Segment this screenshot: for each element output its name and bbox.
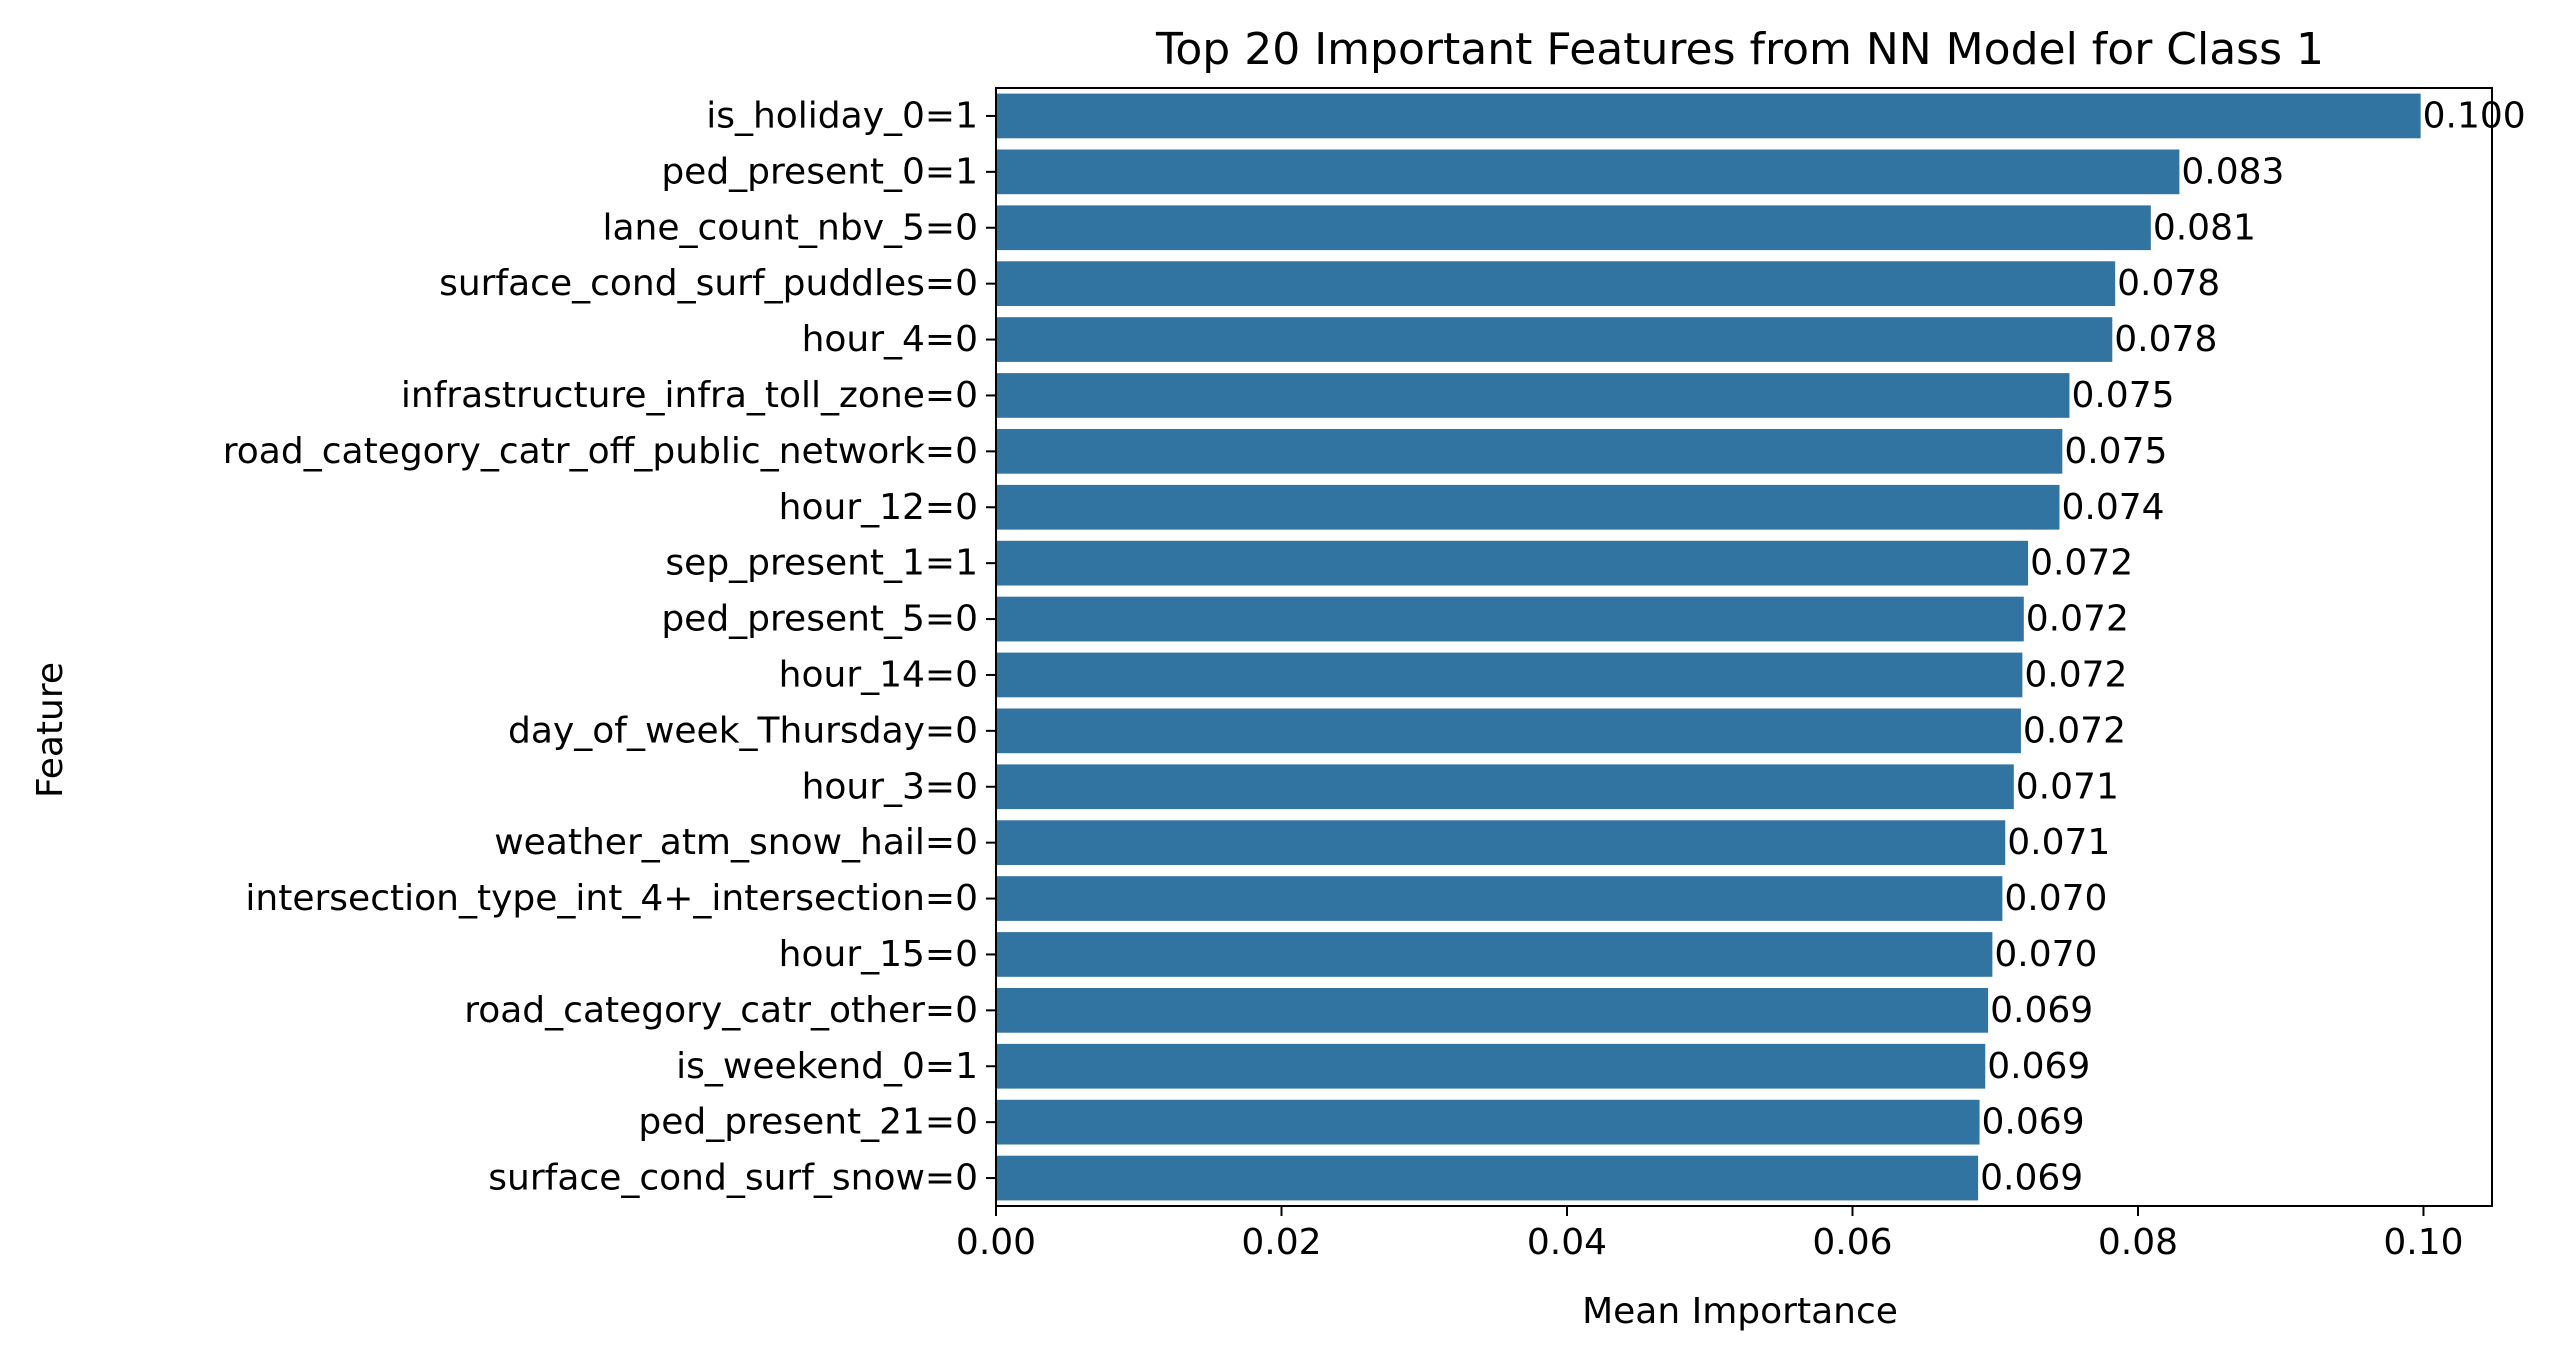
- x-tick-label: 0.00: [956, 1222, 1036, 1263]
- bars-layer: [996, 93, 2421, 1201]
- bar-value-label: 0.071: [2016, 766, 2119, 807]
- bar: [996, 261, 2116, 307]
- bar: [996, 93, 2421, 139]
- y-tick-label: hour_15=0: [779, 934, 978, 975]
- y-tick-label: road_category_catr_other=0: [464, 990, 978, 1031]
- y-tick-label: sep_present_1=1: [665, 543, 978, 584]
- bar: [996, 596, 2024, 642]
- plot-frame: [995, 87, 2493, 1207]
- chart-title: Top 20 Important Features from NN Model …: [1155, 24, 2324, 75]
- bar: [996, 205, 2151, 251]
- x-axis-ticks: 0.00 0.02 0.04 0.06 0.08 0.10: [956, 1206, 2464, 1263]
- x-tick-label: 0.04: [1527, 1222, 1607, 1263]
- bar-value-label: 0.072: [2023, 710, 2126, 751]
- y-tick-label: hour_4=0: [802, 319, 978, 360]
- bar-value-label: 0.078: [2114, 319, 2217, 360]
- bar-value-label: 0.075: [2071, 375, 2174, 416]
- bar-value-label: 0.069: [1990, 990, 2093, 1031]
- bar-value-label: 0.069: [1980, 1158, 2083, 1199]
- bar-value-label: 0.078: [2117, 263, 2220, 304]
- bar-value-label: 0.100: [2423, 95, 2526, 136]
- bar: [996, 764, 2014, 810]
- x-tick-label: 0.06: [1812, 1222, 1892, 1263]
- y-tick-label: ped_present_0=1: [661, 151, 978, 192]
- bar: [996, 373, 2070, 418]
- value-labels-layer: 0.100 0.083 0.081 0.078 0.078 0.075 0.075 0.074…: [1980, 95, 2526, 1198]
- bar: [996, 1043, 1986, 1089]
- y-tick-label: intersection_type_int_4+_intersection=0: [245, 878, 978, 919]
- y-tick-label: hour_12=0: [779, 487, 978, 528]
- bar: [996, 932, 1993, 977]
- y-tick-label: is_weekend_0=1: [676, 1046, 978, 1087]
- y-tick-label: infrastructure_infra_toll_zone=0: [401, 375, 978, 416]
- y-tick-label: hour_14=0: [779, 654, 978, 695]
- bar-value-label: 0.069: [1982, 1102, 2085, 1143]
- bar-value-label: 0.083: [2181, 151, 2284, 192]
- bar-value-label: 0.072: [2024, 654, 2127, 695]
- bar: [996, 652, 2023, 698]
- bar: [996, 1099, 1980, 1145]
- y-tick-label: lane_count_nbv_5=0: [602, 207, 978, 248]
- bar: [996, 540, 2029, 586]
- bar: [996, 1155, 1979, 1201]
- bar: [996, 317, 2113, 362]
- bar-value-label: 0.074: [2061, 487, 2164, 528]
- bar-value-label: 0.070: [1994, 934, 2097, 975]
- x-axis-label: Mean Importance: [1582, 1291, 1898, 1332]
- x-tick-label: 0.08: [2098, 1222, 2178, 1263]
- y-tick-label: road_category_catr_off_public_network=0: [223, 431, 978, 472]
- bar: [996, 876, 2003, 921]
- bar: [996, 428, 2063, 474]
- bar-value-label: 0.069: [1987, 1046, 2090, 1087]
- y-tick-label: hour_3=0: [802, 766, 978, 807]
- y-axis-ticks: is_holiday_0=1 ped_present_0=1 lane_count_…: [223, 95, 996, 1199]
- bar: [996, 708, 2021, 754]
- y-tick-label: weather_atm_snow_hail=0: [494, 822, 978, 863]
- bar-value-label: 0.072: [2026, 599, 2129, 640]
- bar-value-label: 0.071: [2007, 822, 2110, 863]
- y-tick-label: surface_cond_surf_snow=0: [488, 1158, 978, 1199]
- bar-value-label: 0.072: [2030, 543, 2133, 584]
- y-tick-label: is_holiday_0=1: [706, 95, 978, 136]
- y-tick-label: surface_cond_surf_puddles=0: [439, 263, 978, 304]
- bar-value-label: 0.081: [2153, 207, 2256, 248]
- y-tick-label: ped_present_5=0: [661, 599, 978, 640]
- bar: [996, 820, 2006, 866]
- x-tick-label: 0.02: [1241, 1222, 1321, 1263]
- y-tick-label: ped_present_21=0: [638, 1102, 978, 1143]
- bar-value-label: 0.070: [2004, 878, 2107, 919]
- bar: [996, 484, 2060, 530]
- bar: [996, 149, 2180, 195]
- y-axis-label: Feature: [30, 662, 71, 798]
- bar-value-label: 0.075: [2064, 431, 2167, 472]
- bar: [996, 987, 1989, 1033]
- x-tick-label: 0.10: [2383, 1222, 2463, 1263]
- y-tick-label: day_of_week_Thursday=0: [508, 710, 978, 751]
